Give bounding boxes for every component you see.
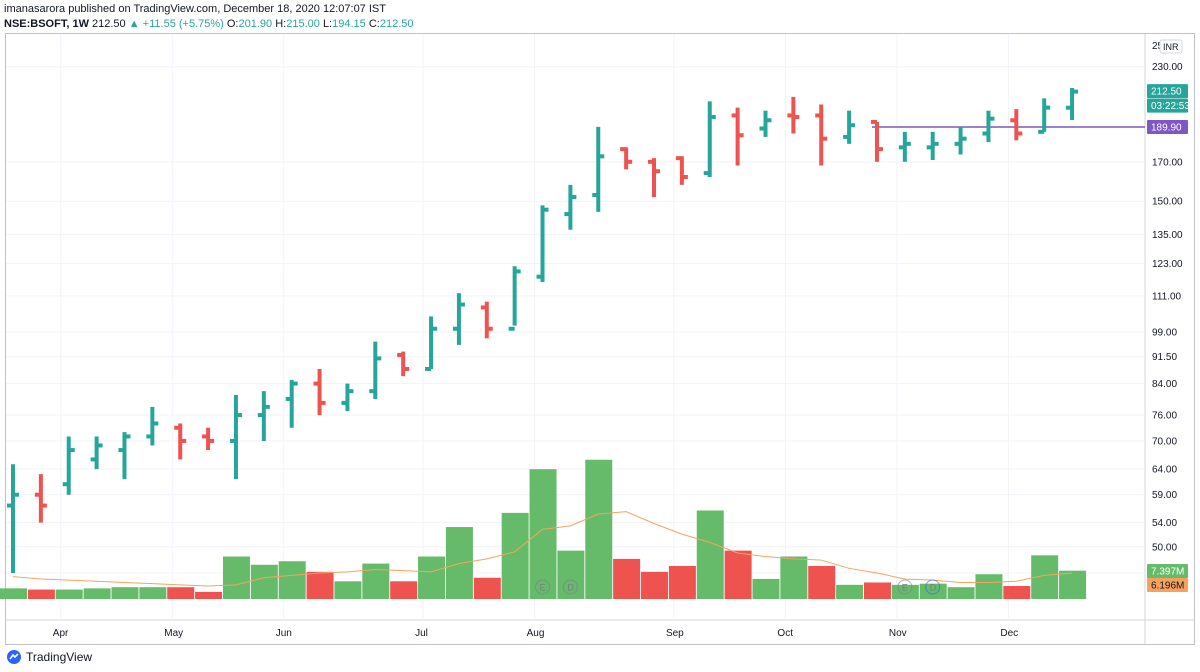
y-tick-label: 91.50 [1152, 352, 1177, 363]
volume-bar[interactable] [557, 550, 585, 599]
hline-price-label: 189.90 [1151, 123, 1182, 134]
volume-bar[interactable] [836, 584, 864, 599]
symbol-name[interactable]: NSE:BSOFT, 1W [4, 18, 89, 30]
x-month-label: Oct [777, 628, 793, 639]
event-marker-icon[interactable] [897, 579, 913, 595]
volume-bar[interactable] [55, 589, 83, 599]
volume-bar[interactable] [418, 556, 446, 599]
volume-bar[interactable] [668, 565, 696, 599]
event-marker-label: E [540, 583, 546, 593]
close-value: 212.50 [379, 18, 414, 30]
hline-price-label-bg [1147, 120, 1188, 135]
currency-badge[interactable] [1159, 39, 1183, 54]
y-tick-label: 70.00 [1152, 436, 1177, 447]
volume-bar[interactable] [278, 561, 306, 599]
x-month-label: Apr [53, 628, 69, 639]
x-month-label: Nov [889, 628, 907, 639]
volume-bar[interactable] [585, 459, 613, 599]
volume-bar[interactable] [222, 556, 250, 599]
volume-ma-label: 6.196M [1151, 581, 1184, 592]
event-marker-label: E [902, 583, 908, 593]
open-value: 201.90 [238, 18, 273, 30]
close-label: C: [368, 18, 380, 30]
tradingview-logo-icon [7, 650, 21, 664]
last-price-label-bg [1147, 84, 1188, 99]
y-tick-label: 230.00 [1152, 62, 1183, 73]
chart-header: imanasarora published on TradingView.com… [4, 2, 414, 32]
chart-frame[interactable] [5, 33, 1195, 645]
volume-bar[interactable] [780, 556, 808, 599]
volume-bar[interactable] [473, 577, 501, 599]
volume-bar[interactable] [975, 574, 1003, 599]
x-month-label: May [164, 628, 183, 639]
volume-bar[interactable] [250, 564, 278, 599]
volume-ma-line [12, 511, 1073, 587]
last-price-legend: 212.50 [92, 18, 126, 30]
volume-bar[interactable] [947, 587, 975, 599]
y-tick-label: 76.00 [1152, 411, 1177, 422]
event-marker-label: D [567, 583, 574, 593]
event-marker-icon[interactable] [925, 579, 941, 595]
volume-bar[interactable] [83, 588, 111, 599]
volume-ma-label-bg [1147, 578, 1188, 592]
volume-bar[interactable] [501, 512, 529, 599]
event-marker-icon[interactable] [535, 579, 551, 595]
x-month-label: Aug [527, 628, 545, 639]
volume-bar[interactable] [139, 587, 167, 599]
volume-bar[interactable] [111, 587, 139, 599]
y-tick-label: 64.00 [1152, 465, 1177, 476]
volume-bar[interactable] [0, 588, 27, 599]
y-tick-label: 135.00 [1152, 230, 1183, 241]
last-price-label: 212.50 [1151, 87, 1182, 98]
volume-bar[interactable] [1059, 570, 1087, 599]
footer-brand[interactable]: TradingView [26, 650, 93, 664]
countdown-label: 03:22:53 [1151, 101, 1190, 112]
volume-bar[interactable] [752, 578, 780, 599]
countdown-label-bg [1147, 98, 1188, 113]
volume-bar[interactable] [529, 469, 557, 599]
y-tick-label: 99.00 [1152, 327, 1177, 338]
high-value: 215.00 [286, 18, 320, 30]
volume-label: 7.397M [1151, 567, 1184, 578]
y-tick-label: 54.00 [1152, 518, 1177, 529]
event-marker-label: D [930, 583, 937, 593]
volume-bar[interactable] [613, 558, 641, 599]
volume-bar[interactable] [306, 571, 334, 599]
y-tick-label: 111.00 [1152, 291, 1182, 302]
volume-bar[interactable] [334, 581, 362, 599]
y-tick-label: 84.00 [1152, 379, 1177, 390]
y-tick-label: 123.00 [1152, 259, 1183, 270]
symbol-legend[interactable]: NSE:BSOFT, 1W 212.50 ▲ +11.55 (+5.75%) O… [4, 17, 414, 32]
y-tick-label: 59.00 [1152, 490, 1177, 501]
currency-label: INR [1163, 42, 1179, 52]
volume-bar[interactable] [195, 591, 223, 599]
low-label: L: [322, 18, 333, 30]
volume-label-bg [1147, 564, 1188, 578]
high-label: H: [275, 18, 287, 30]
volume-bar[interactable] [390, 581, 418, 599]
event-marker-icon[interactable] [562, 579, 578, 595]
footer: TradingView [6, 649, 92, 665]
x-month-label: Dec [1000, 628, 1018, 639]
x-month-label: Jul [415, 628, 428, 639]
volume-bar[interactable] [641, 571, 669, 599]
y-tick-label: 170.00 [1152, 157, 1183, 168]
volume-bar[interactable] [696, 510, 724, 600]
y-tick-label: 150.00 [1152, 197, 1183, 208]
volume-bar[interactable] [167, 587, 195, 599]
change-legend: ▲ +11.55 (+5.75%) [128, 18, 224, 30]
volume-bar[interactable] [724, 550, 752, 599]
volume-bar[interactable] [362, 563, 390, 599]
volume-bar[interactable] [808, 565, 836, 599]
volume-bar[interactable] [1003, 586, 1031, 599]
publish-info: imanasarora published on TradingView.com… [4, 3, 386, 15]
volume-bar[interactable] [863, 582, 891, 599]
y-tick-label: 50.00 [1152, 542, 1177, 553]
low-value: 194.15 [332, 18, 366, 30]
volume-bar[interactable] [27, 589, 55, 599]
open-label: O: [226, 18, 239, 30]
x-month-label: Jun [276, 628, 292, 639]
x-month-label: Sep [666, 628, 684, 639]
